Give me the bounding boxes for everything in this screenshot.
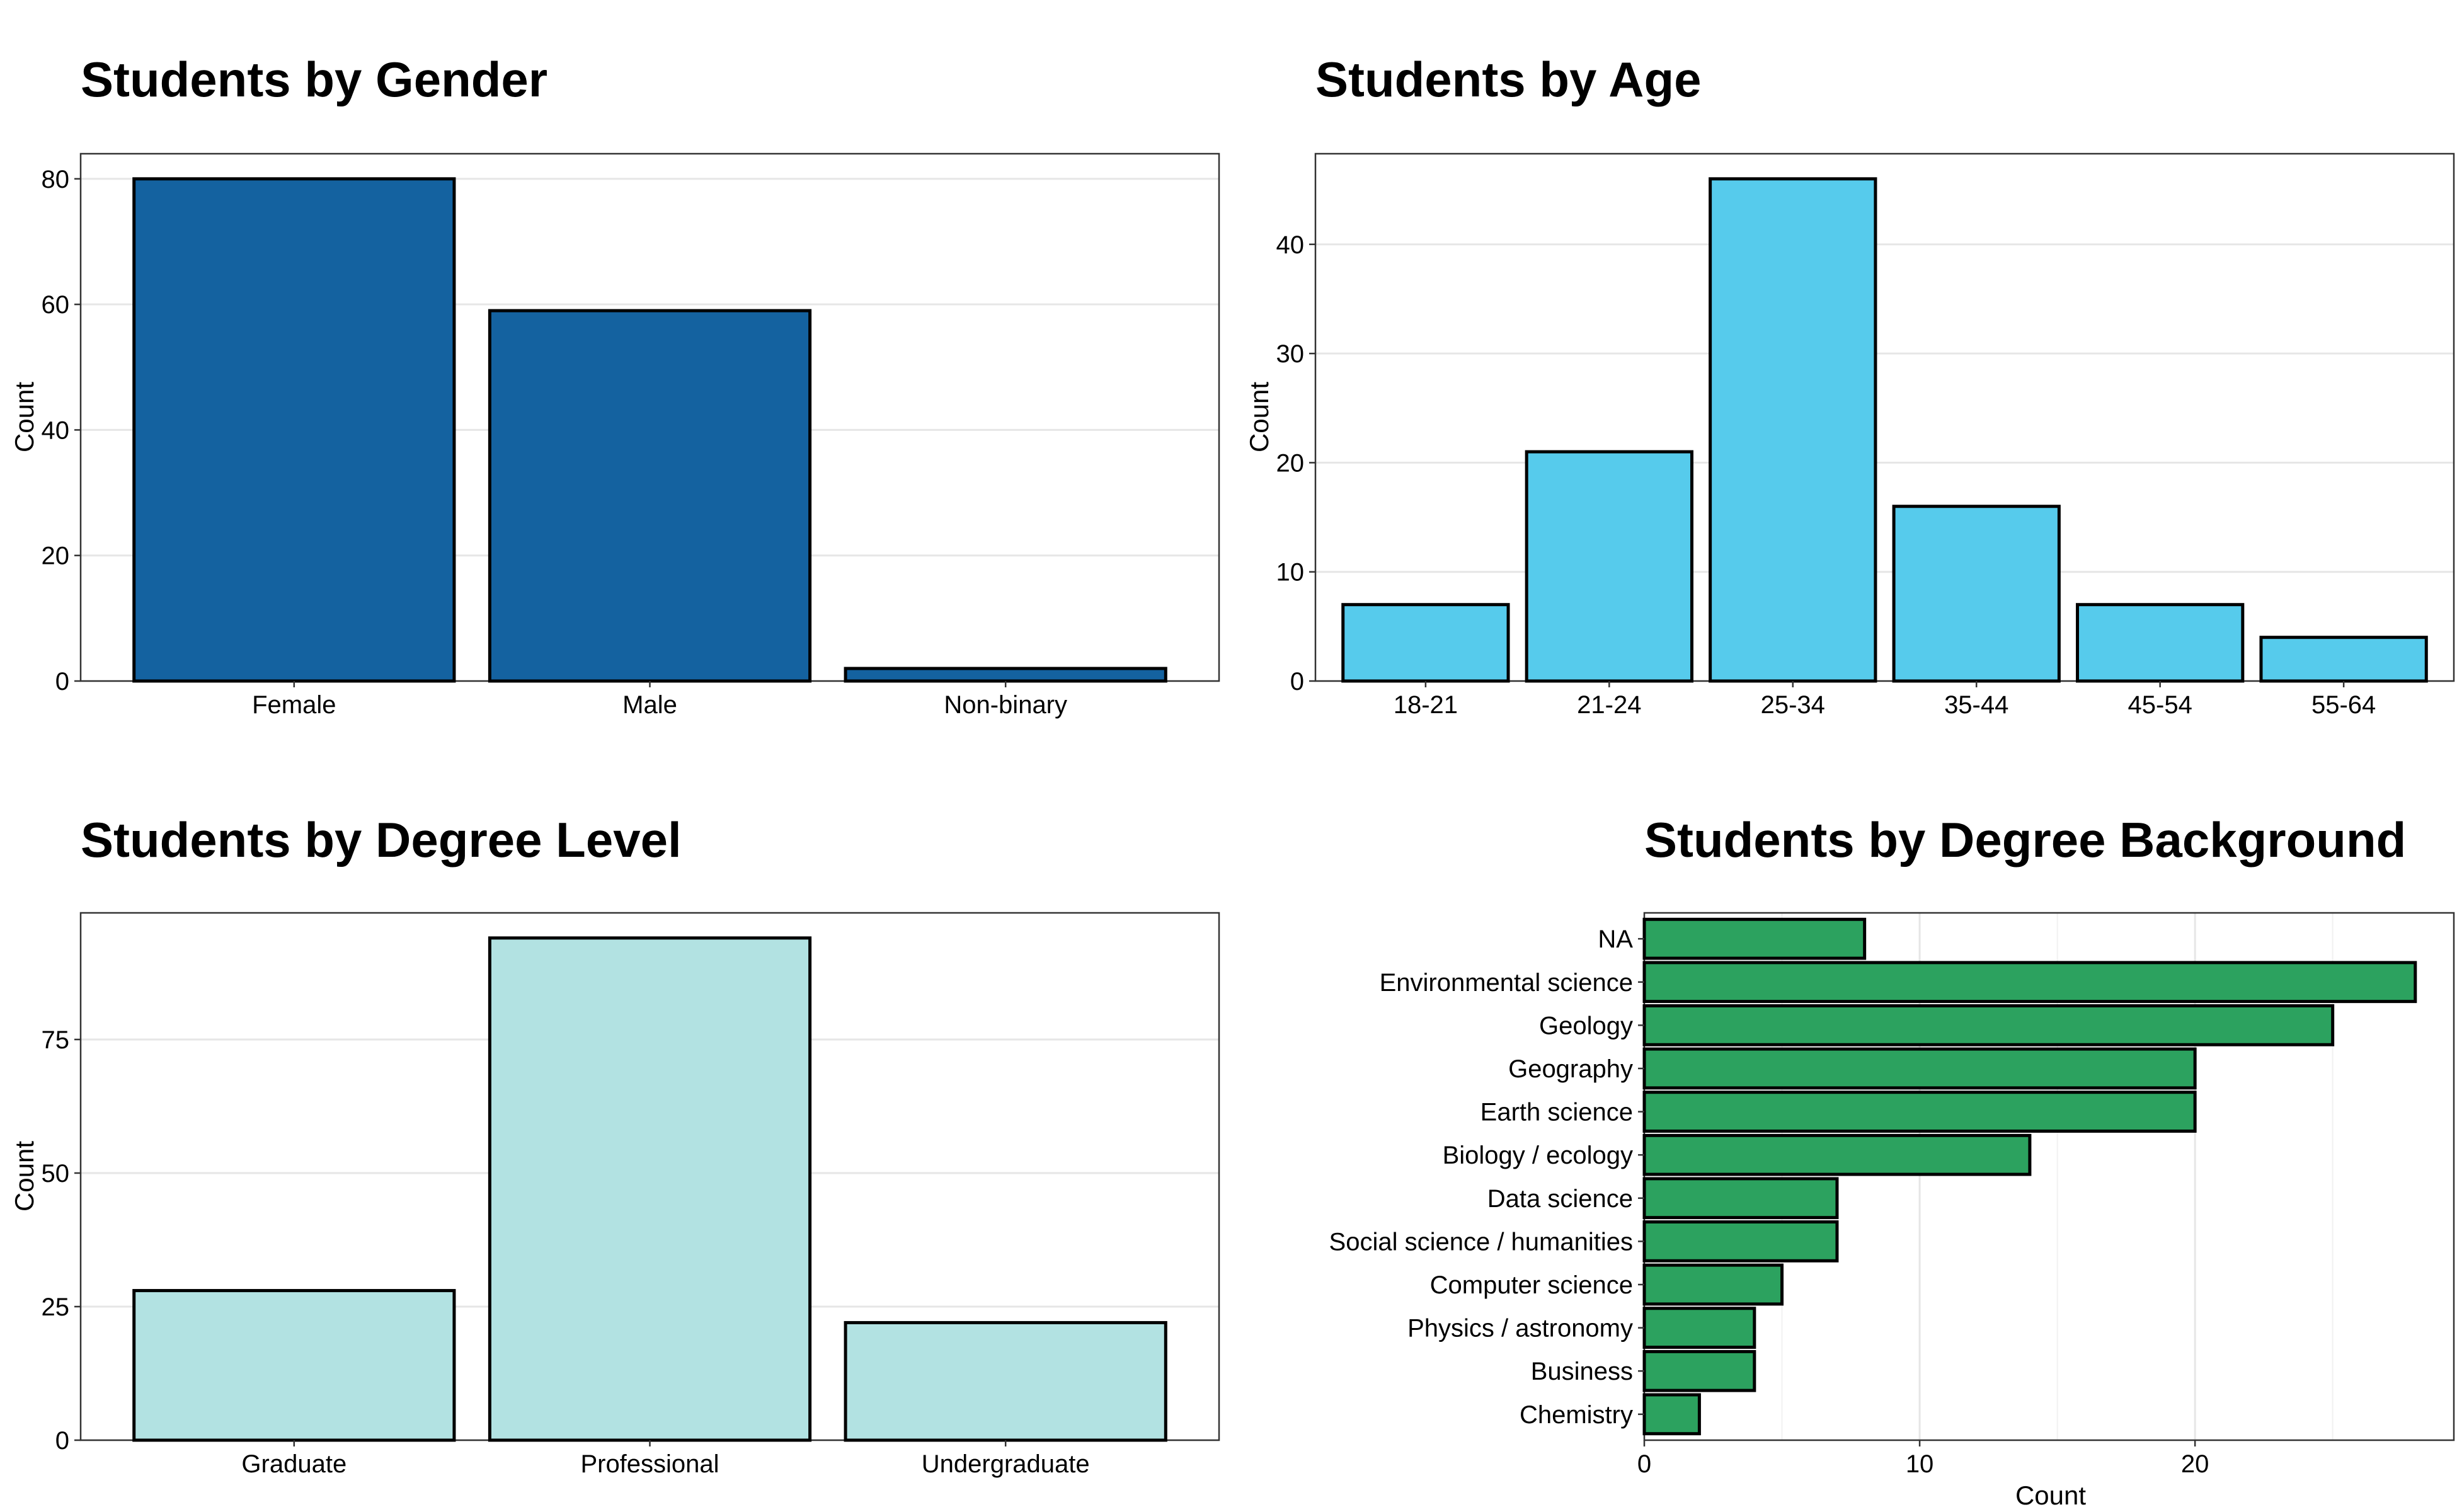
age-x-tick-label: 25-34 <box>1761 691 1825 719</box>
degree-background-chart-title: Students by Degree Background <box>1644 812 2406 868</box>
age-x-tick-label: 45-54 <box>2128 691 2192 719</box>
gender-y-tick-label: 60 <box>42 291 70 319</box>
age-bar <box>1709 177 1877 683</box>
degree-level-x-tick-label: Undergraduate <box>922 1450 1090 1478</box>
degree-level-x-tick-label: Professional <box>580 1450 719 1478</box>
age-bar <box>1341 603 1510 683</box>
age-bar <box>1892 505 2061 683</box>
age-bar <box>2076 603 2245 683</box>
age-y-tick-label: 30 <box>1276 340 1305 368</box>
degree-level-y-tick-label: 50 <box>42 1160 70 1188</box>
degree-level-bar <box>488 936 812 1442</box>
degree-background-bar <box>1642 1047 2197 1090</box>
gender-x-tick-label: Male <box>622 691 677 719</box>
gender-bar <box>132 177 456 683</box>
degree-background-y-tick-label: Computer science <box>1430 1271 1633 1299</box>
gender-x-tick-label: Non-binary <box>944 691 1067 719</box>
age-x-tick-label: 18-21 <box>1394 691 1458 719</box>
degree-level-bar <box>844 1320 1167 1442</box>
gender-plot-area: Female Male Non-binary 0 20 40 60 80 <box>42 152 1220 719</box>
degree-background-x-axis-label: Count <box>2015 1480 2086 1510</box>
gender-y-tick-label: 40 <box>42 416 70 444</box>
degree-level-y-tick-label: 0 <box>55 1427 69 1455</box>
degree-background-y-tick-label: NA <box>1598 925 1633 953</box>
age-y-axis-label: Count <box>1244 382 1274 452</box>
degree-background-y-tick-label: Social science / humanities <box>1329 1228 1633 1256</box>
degree-level-bar <box>132 1289 456 1442</box>
degree-level-y-axis-label: Count <box>9 1141 39 1211</box>
degree-background-y-tick-label: Data science <box>1487 1185 1633 1213</box>
gender-y-axis-label: Count <box>9 382 39 452</box>
degree-level-chart: Students by Degree Level Count Graduate P… <box>9 812 1220 1478</box>
degree-background-y-tick-label: Environmental science <box>1380 969 1633 997</box>
degree-level-y-tick-label: 25 <box>42 1293 70 1321</box>
gender-y-tick-label: 0 <box>55 668 69 696</box>
degree-background-y-tick-label: Geography <box>1508 1055 1633 1083</box>
degree-background-plot-area: NA Environmental science Geology Geography E… <box>1329 912 2455 1478</box>
degree-level-plot-area: Graduate Professional Undergraduate 0 25 50 75 <box>42 912 1220 1478</box>
age-plot-area: 18-21 21-24 25-34 35-44 45-54 55-64 0 10 20 30 40 <box>1276 152 2455 719</box>
degree-background-y-tick-label: Business <box>1531 1358 1633 1385</box>
gender-bar <box>488 309 812 683</box>
degree-background-panel-border <box>1643 912 2455 1441</box>
degree-background-y-tick-label: Earth science <box>1480 1099 1633 1126</box>
gender-x-tick-label: Female <box>252 691 336 719</box>
degree-background-y-tick-label: Physics / astronomy <box>1407 1315 1633 1343</box>
degree-background-bar <box>1642 1393 1701 1436</box>
age-chart-title: Students by Age <box>1315 52 1702 107</box>
degree-background-x-tick-label: 20 <box>2181 1450 2209 1478</box>
gender-chart: Students by Gender Count Female Male Non-b… <box>9 52 1220 719</box>
degree-background-x-tick-label: 0 <box>1637 1450 1651 1478</box>
age-y-tick-label: 40 <box>1276 231 1305 259</box>
age-panel-border <box>1314 152 2455 682</box>
degree-level-y-tick-label: 75 <box>42 1026 70 1054</box>
age-bar <box>2259 636 2428 683</box>
degree-background-bar <box>1642 961 2417 1004</box>
age-y-tick-label: 10 <box>1276 559 1305 587</box>
degree-background-bar <box>1642 1349 1756 1392</box>
degree-background-x-tick-label: 10 <box>1906 1450 1934 1478</box>
degree-level-x-tick-label: Graduate <box>241 1450 346 1478</box>
degree-level-chart-title: Students by Degree Level <box>81 812 682 868</box>
age-chart: Students by Age Count 18-21 21-24 25-34 35-… <box>1244 52 2455 719</box>
degree-background-bar <box>1642 1133 2032 1176</box>
age-y-tick-label: 0 <box>1290 668 1304 696</box>
degree-background-bar <box>1642 1091 2197 1133</box>
age-bar <box>1525 450 1693 683</box>
degree-background-y-tick-label: Chemistry <box>1520 1401 1633 1429</box>
degree-background-y-tick-label: Geology <box>1539 1012 1633 1040</box>
degree-background-bar <box>1642 1307 1756 1349</box>
degree-background-bar <box>1642 1004 2335 1046</box>
age-x-tick-label: 21-24 <box>1577 691 1641 719</box>
gender-y-tick-label: 80 <box>42 166 70 193</box>
degree-background-chart: Students by Degree Background Count NA En… <box>1329 812 2455 1510</box>
degree-background-y-tick-label: Biology / ecology <box>1443 1142 1633 1169</box>
gender-y-tick-label: 20 <box>42 542 70 570</box>
degree-background-bar <box>1642 1220 1839 1263</box>
degree-background-bar <box>1642 1177 1839 1220</box>
gender-bar <box>844 667 1167 683</box>
gender-chart-title: Students by Gender <box>81 52 547 107</box>
age-x-tick-label: 35-44 <box>1944 691 2008 719</box>
degree-background-bar <box>1642 1263 1784 1306</box>
age-x-tick-label: 55-64 <box>2311 691 2376 719</box>
age-y-tick-label: 20 <box>1276 449 1305 477</box>
degree-background-bar <box>1642 917 1867 960</box>
